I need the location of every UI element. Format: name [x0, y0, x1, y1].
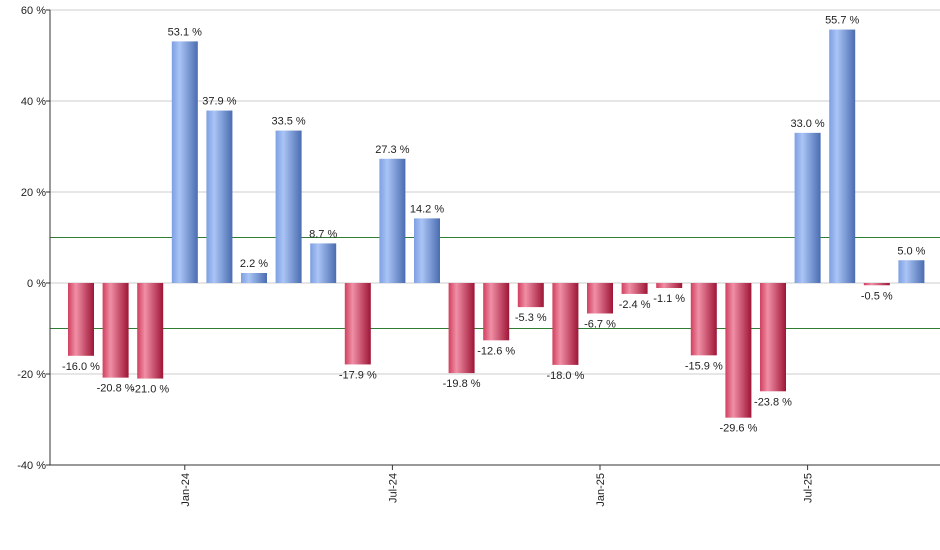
bar-oct-23: [68, 283, 94, 356]
data-label: -0.5 %: [861, 290, 893, 302]
data-label: -21.0 %: [131, 384, 169, 396]
bar-dec-23: [137, 283, 164, 379]
bar-aug-24: [414, 218, 440, 283]
data-label: 5.0 %: [897, 245, 925, 257]
data-label: -23.8 %: [754, 396, 792, 408]
data-label: -1.1 %: [653, 293, 685, 305]
bar-aug-25: [829, 29, 856, 283]
data-label: 55.7 %: [825, 15, 859, 27]
data-label: -2.4 %: [619, 299, 651, 311]
x-tick-label: Jan-24: [180, 473, 192, 507]
y-tick-label: -40 %: [17, 460, 46, 472]
bar-feb-24: [206, 110, 233, 284]
x-tick-label: Jul-24: [387, 473, 399, 503]
bar-jan-24: [171, 41, 198, 283]
data-label: -15.9 %: [685, 360, 723, 372]
bars: [68, 29, 925, 418]
data-label: -6.7 %: [584, 318, 616, 330]
y-tick-label: 0 %: [27, 278, 46, 290]
bar-apr-25: [690, 283, 717, 356]
y-tick-label: 40 %: [21, 96, 46, 108]
bar-jul-24: [379, 158, 406, 283]
data-label: -16.0 %: [62, 361, 100, 373]
data-label: 27.3 %: [375, 144, 409, 156]
y-tick-label: -20 %: [17, 369, 46, 381]
bar-nov-23: [102, 283, 129, 378]
data-label: 33.0 %: [790, 118, 824, 130]
data-label: 14.2 %: [410, 203, 444, 215]
data-labels: -16.0 % -20.8 %-21.0 % 53.1 % 37.9 % 2.2 % 33…: [62, 15, 926, 435]
data-label: -17.9 %: [339, 369, 377, 381]
x-tick-label: Jul-25: [803, 473, 815, 503]
data-label: 53.1 %: [168, 26, 202, 38]
bar-mar-24: [241, 272, 267, 283]
y-tick-label: 60 %: [21, 5, 46, 17]
bar-may-24: [310, 243, 337, 283]
data-label: -12.6 %: [477, 345, 515, 357]
data-label: -5.3 %: [515, 312, 547, 324]
data-label: -20.8 %: [97, 383, 135, 395]
bar-apr-24: [275, 130, 302, 283]
data-label: 8.7 %: [309, 228, 337, 240]
bar-nov-24: [517, 283, 544, 308]
x-tick-label: Jan-25: [595, 473, 607, 507]
data-label: 2.2 %: [240, 258, 268, 270]
axes: -40 % -20 % 0 % 20 % 40 % 60 % Jan-24 Jul-24 Jan…: [17, 5, 940, 507]
bar-oct-25: [898, 260, 925, 283]
bar-jun-24: [344, 283, 371, 365]
data-label: 33.5 %: [271, 116, 305, 128]
y-tick-label: 20 %: [21, 187, 46, 199]
bar-mar-25: [656, 283, 683, 289]
data-label: -19.8 %: [443, 378, 481, 390]
data-label: 37.9 %: [202, 96, 236, 108]
bar-oct-24: [483, 283, 510, 341]
data-label: -18.0 %: [546, 370, 584, 382]
bar-feb-25: [621, 283, 648, 294]
bar-jun-25: [760, 283, 786, 392]
bar-jul-25: [794, 132, 821, 283]
bar-jan-25: [587, 283, 613, 314]
data-label: -29.6 %: [719, 423, 757, 435]
bar-sep-24: [448, 283, 475, 374]
bar-may-25: [725, 283, 752, 418]
bar-sep-25: [863, 283, 890, 286]
bar-dec-24: [552, 283, 579, 365]
